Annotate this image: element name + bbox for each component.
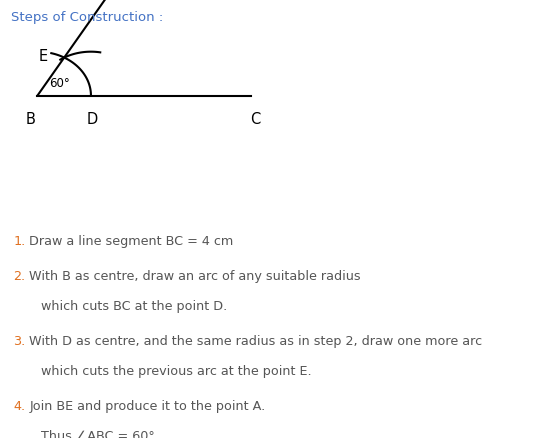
Text: Draw a line segment BC = 4 cm: Draw a line segment BC = 4 cm (29, 234, 234, 247)
Text: E: E (38, 49, 48, 64)
Text: With B as centre, draw an arc of any suitable radius: With B as centre, draw an arc of any sui… (29, 269, 361, 283)
Text: 60°: 60° (49, 77, 70, 90)
Text: Join BE and produce it to the point A.: Join BE and produce it to the point A. (29, 399, 266, 412)
Text: 3.: 3. (13, 334, 26, 347)
Text: With D as centre, and the same radius as in step 2, draw one more arc: With D as centre, and the same radius as… (29, 334, 483, 347)
Text: D: D (86, 112, 98, 127)
Text: Thus ∠ABC = 60°: Thus ∠ABC = 60° (29, 429, 155, 438)
Text: 2.: 2. (13, 269, 26, 283)
Text: which cuts BC at the point D.: which cuts BC at the point D. (29, 299, 228, 312)
Text: which cuts the previous arc at the point E.: which cuts the previous arc at the point… (29, 364, 312, 377)
Text: 4.: 4. (13, 399, 26, 412)
Text: C: C (250, 112, 261, 127)
Text: 1.: 1. (13, 234, 26, 247)
Text: B: B (26, 112, 36, 127)
Text: Steps of Construction :: Steps of Construction : (11, 11, 163, 24)
